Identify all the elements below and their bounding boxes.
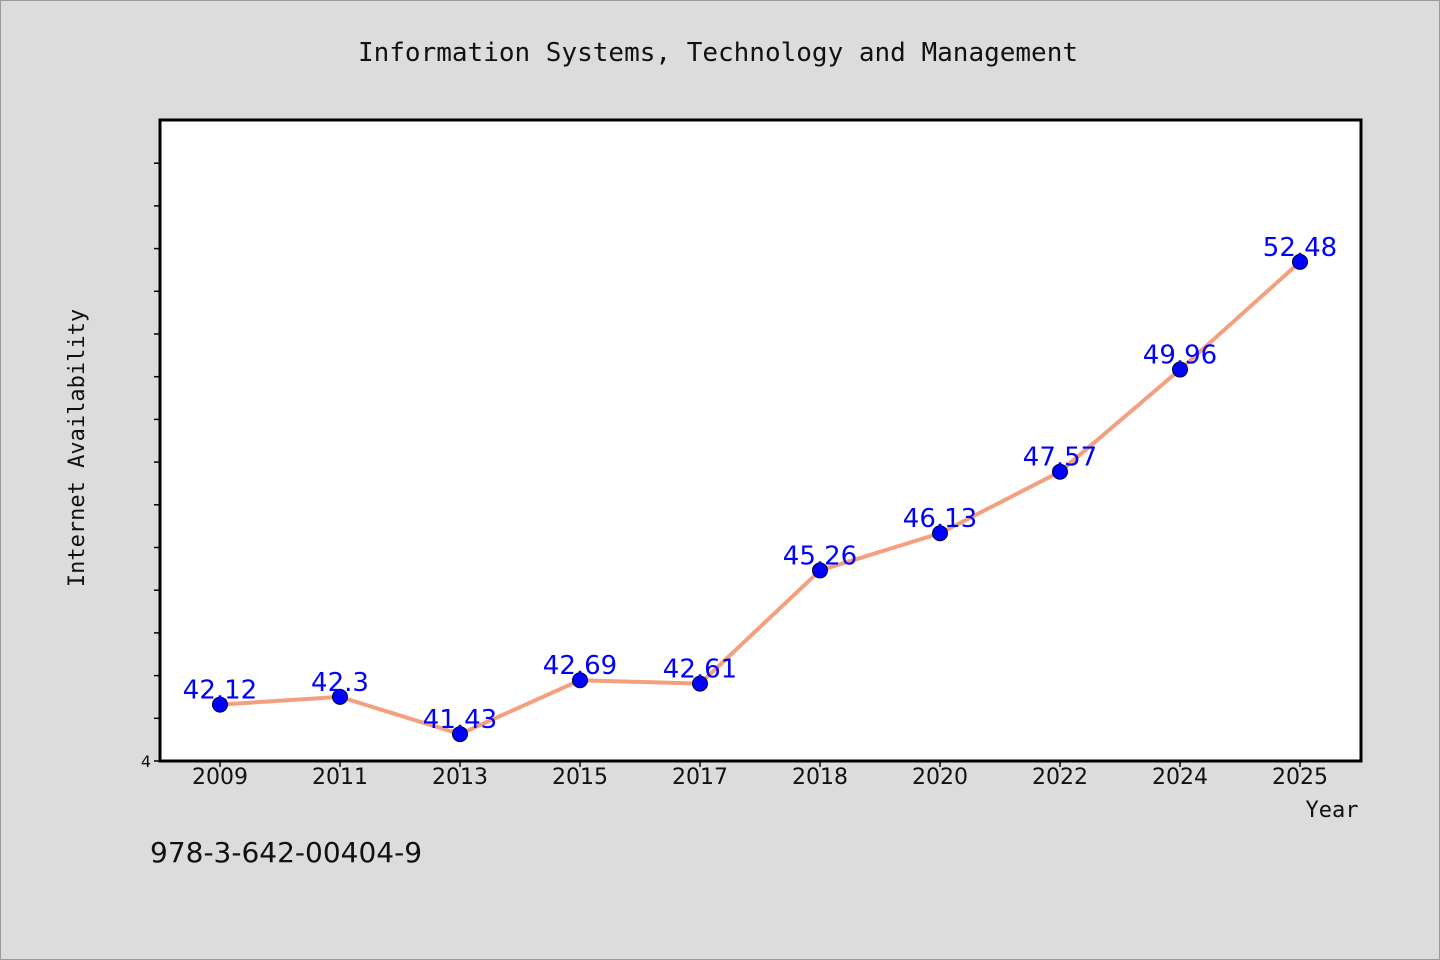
data-label: 42.69 — [543, 651, 617, 681]
x-tick-label: 2018 — [792, 765, 848, 790]
x-tick-label: 2015 — [552, 765, 608, 790]
y-axis-label: Internet Availability — [65, 309, 90, 587]
y-axis-ticks — [154, 162, 160, 762]
data-label: 47.57 — [1023, 443, 1097, 473]
x-tick-label: 2017 — [672, 765, 728, 790]
data-point — [212, 696, 228, 713]
x-tick-label: 2025 — [1272, 765, 1328, 790]
data-label: 42.61 — [663, 655, 737, 685]
data-point — [812, 562, 828, 579]
data-point — [692, 675, 708, 692]
y-tick-label: 4 — [141, 752, 151, 771]
x-axis-label: Year — [1306, 798, 1359, 823]
x-axis-tick-labels: 2009 2011 2013 2015 2017 2018 2020 2022 2024 2025 — [192, 765, 1328, 790]
x-tick-label: 2020 — [912, 765, 968, 790]
series-line — [218, 259, 1302, 737]
chart-title: Information Systems, Technology and Mana… — [358, 38, 1078, 68]
data-label: 46.13 — [903, 504, 977, 534]
series-group — [212, 253, 1308, 743]
data-point — [1292, 253, 1308, 270]
x-tick-label: 2009 — [192, 765, 248, 790]
x-tick-label: 2022 — [1032, 765, 1088, 790]
data-point — [1052, 463, 1068, 480]
x-tick-label: 2024 — [1152, 765, 1208, 790]
data-point — [452, 726, 468, 743]
data-labels: 42.12 42.3 41.43 42.69 42.61 45.26 46.13 47.57 4… — [183, 233, 1337, 735]
data-point — [572, 672, 588, 689]
data-label: 45.26 — [783, 541, 857, 571]
data-label: 42.12 — [183, 676, 257, 706]
x-axis-ticks — [219, 761, 1301, 767]
plot-area — [158, 118, 1363, 763]
x-tick-label: 2011 — [312, 765, 368, 790]
data-point — [332, 688, 348, 705]
data-label: 52.48 — [1263, 233, 1337, 263]
data-label: 41.43 — [423, 705, 497, 735]
footnote-isbn: 978-3-642-00404-9 — [150, 836, 422, 869]
data-label: 49.96 — [1143, 341, 1217, 371]
data-label: 42.3 — [311, 668, 369, 698]
data-point — [932, 525, 948, 542]
x-tick-label: 2013 — [432, 765, 488, 790]
data-point — [1172, 361, 1188, 378]
